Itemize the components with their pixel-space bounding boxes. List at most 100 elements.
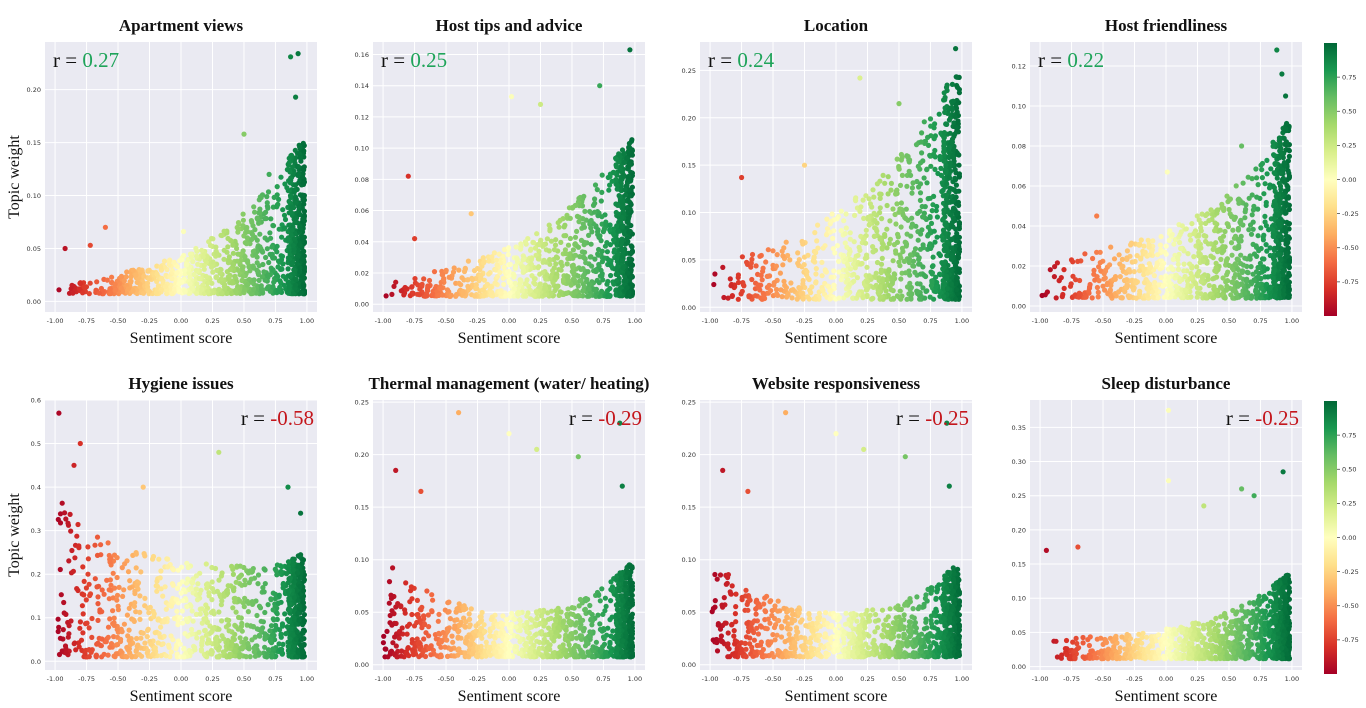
scatter-point: [931, 151, 937, 157]
scatter-point: [1279, 167, 1285, 173]
scatter-point: [917, 197, 924, 203]
scatter-point: [1264, 171, 1270, 177]
scatter-point: [944, 181, 950, 187]
scatter-point: [189, 285, 195, 291]
scatter-point: [79, 603, 85, 609]
scatter-point: [620, 249, 626, 256]
scatter-point: [1181, 268, 1187, 274]
scatter-point: [498, 291, 504, 297]
scatter-point: [301, 148, 307, 154]
scatter-point: [1116, 289, 1122, 295]
subplot-grid: -1.00 -0.75 -0.50 -0.25 0.00 0.25 0.50 0.75 1.00…: [6, 16, 1302, 705]
scatter-point: [124, 269, 130, 275]
scatter-point: [465, 277, 471, 283]
scatter-point: [1087, 281, 1093, 288]
scatter-point: [613, 163, 619, 169]
y-tick-label: 0.00: [1012, 303, 1026, 311]
scatter-point: [1244, 269, 1250, 275]
scatter-point: [612, 247, 618, 253]
scatter-point: [1210, 255, 1216, 261]
scatter-point: [286, 290, 292, 296]
scatter-point: [195, 285, 201, 291]
scatter-point: [542, 292, 548, 298]
scatter-point: [888, 287, 894, 293]
scatter-point: [599, 271, 605, 277]
scatter-point: [146, 276, 152, 282]
x-tick-label: 1.00: [300, 317, 314, 325]
scatter-point: [496, 251, 502, 257]
scatter-point: [906, 256, 913, 262]
scatter-point: [929, 270, 936, 276]
scatter-point: [1133, 295, 1139, 301]
scatter-point: [1182, 273, 1188, 280]
scatter-point: [770, 248, 776, 254]
scatter-point: [1284, 278, 1290, 284]
scatter-point: [107, 616, 113, 622]
scatter-point: [480, 260, 487, 266]
scatter-point: [1161, 294, 1167, 300]
scatter-point: [531, 240, 537, 246]
scatter-point: [1090, 255, 1096, 262]
scatter-point: [460, 291, 466, 297]
scatter-point: [1271, 268, 1277, 274]
scatter-point: [1213, 265, 1219, 271]
correlation-annotation: r = 0.22: [1038, 48, 1104, 72]
scatter-point: [842, 231, 848, 237]
scatter-point: [474, 285, 480, 291]
scatter-point: [76, 286, 82, 292]
scatter-point: [137, 609, 143, 615]
scatter-point: [1278, 151, 1284, 157]
scatter-point: [1096, 278, 1102, 284]
scatter-point: [258, 283, 264, 289]
scatter-point: [927, 116, 934, 122]
x-tick-label: -0.75: [1063, 317, 1080, 325]
scatter-point: [456, 280, 462, 286]
scatter-point: [814, 238, 820, 244]
scatter-point: [904, 296, 910, 302]
scatter-point: [66, 558, 72, 564]
scatter-point: [1230, 287, 1236, 294]
scatter-point: [518, 241, 524, 247]
scatter-point: [607, 174, 613, 180]
scatter-point: [1286, 153, 1292, 159]
scatter-point: [815, 245, 821, 251]
scatter-point: [753, 263, 759, 269]
scatter-point: [118, 648, 124, 654]
scatter-point: [944, 121, 950, 127]
scatter-point: [949, 186, 956, 192]
scatter-point: [264, 237, 270, 243]
scatter-point: [1203, 212, 1209, 219]
scatter-point: [1240, 180, 1246, 186]
scatter-point: [553, 285, 559, 292]
scatter-point: [614, 278, 620, 284]
y-tick-label: 0.10: [355, 145, 369, 153]
scatter-point: [240, 211, 246, 217]
scatter-point: [948, 256, 954, 262]
scatter-point: [1188, 283, 1194, 289]
correlation-value: 0.22: [1067, 48, 1104, 72]
scatter-point: [721, 294, 727, 301]
scatter-point: [624, 225, 630, 231]
scatter-point: [1283, 229, 1289, 235]
scatter-point: [907, 286, 913, 293]
scatter-point: [628, 202, 634, 208]
scatter-point: [1127, 294, 1133, 300]
scatter-point: [187, 274, 193, 280]
scatter-point: [276, 226, 282, 232]
scatter-point: [1051, 274, 1057, 280]
scatter-point: [879, 277, 885, 283]
scatter-point: [252, 209, 258, 215]
scatter-point: [874, 181, 881, 187]
scatter-point: [234, 258, 240, 264]
scatter-point: [1224, 283, 1230, 289]
scatter-point: [1249, 192, 1255, 198]
scatter-point: [287, 273, 293, 280]
scatter-point: [593, 268, 600, 274]
scatter-point: [1250, 226, 1256, 232]
scatter-point: [219, 570, 225, 576]
scatter-point: [209, 289, 215, 296]
scatter-point: [264, 246, 270, 252]
scatter-point: [804, 269, 810, 275]
scatter-point: [179, 279, 185, 285]
scatter-point: [587, 219, 593, 225]
